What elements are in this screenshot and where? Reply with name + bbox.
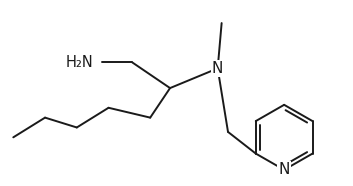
Text: N: N [212, 61, 223, 76]
Text: H₂N: H₂N [66, 55, 94, 70]
Text: N: N [279, 162, 290, 177]
